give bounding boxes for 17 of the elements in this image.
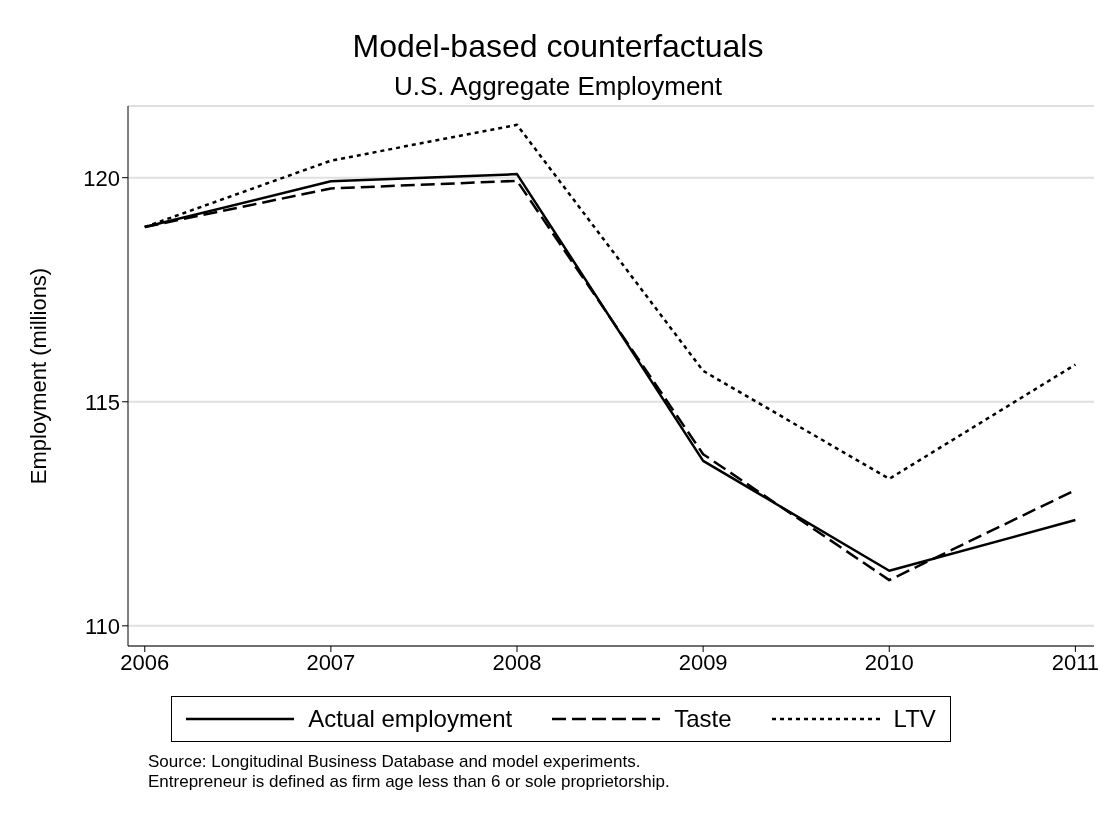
chart-subtitle: U.S. Aggregate Employment: [392, 71, 724, 102]
y-tick-label: 120: [83, 165, 120, 191]
x-tick-label: 2006: [120, 649, 170, 675]
y-tick-label: 115: [84, 389, 120, 415]
chart-title: Model-based counterfactuals: [351, 28, 765, 65]
x-tick-label: 2007: [306, 649, 356, 675]
legend-label: LTV: [893, 705, 936, 733]
y-axis-title: Employment (millions): [25, 267, 51, 485]
x-tick-label: 2010: [864, 649, 914, 675]
legend-label: Taste: [674, 705, 732, 733]
legend-label: Actual employment: [308, 705, 513, 733]
x-tick-label: 2008: [492, 649, 542, 675]
x-tick-label: 2009: [678, 649, 728, 675]
y-tick-label: 110: [84, 613, 120, 639]
x-tick-label: 2011: [1051, 649, 1100, 675]
source-note: Source: Longitudinal Business Database and model experiments.: [148, 752, 642, 772]
text: Entrepreneur is defined as firm age less than 6 or sole proprietorship.: [148, 772, 671, 792]
